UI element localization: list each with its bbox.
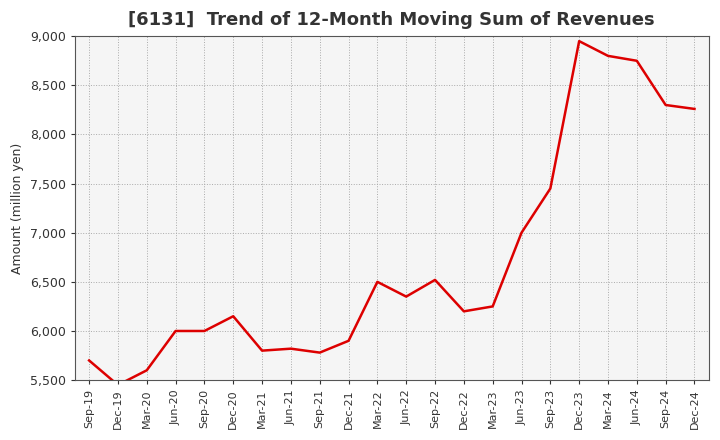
Y-axis label: Amount (million yen): Amount (million yen): [11, 143, 24, 274]
Title: [6131]  Trend of 12-Month Moving Sum of Revenues: [6131] Trend of 12-Month Moving Sum of R…: [128, 11, 655, 29]
